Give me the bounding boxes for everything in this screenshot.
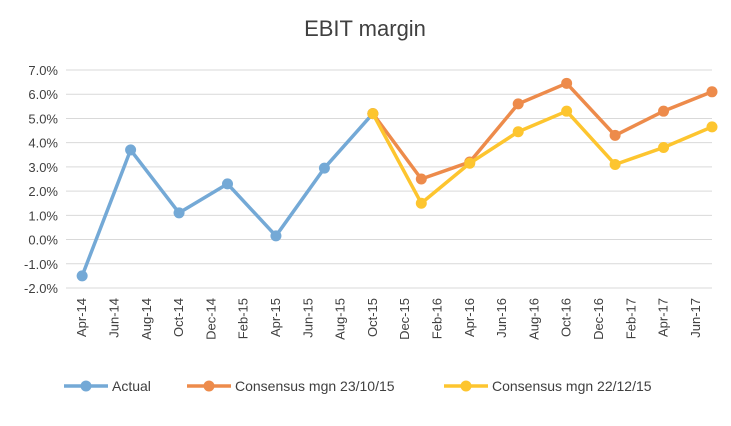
x-tick-label: Oct-14 xyxy=(171,298,186,337)
x-tick-label: Jun-14 xyxy=(106,298,121,338)
data-point xyxy=(561,77,573,89)
y-tick-label: 6.0% xyxy=(28,87,58,102)
data-point xyxy=(512,126,524,138)
x-tick-label: Oct-16 xyxy=(559,298,574,337)
y-tick-label: -1.0% xyxy=(24,257,58,272)
x-tick-label: Oct-15 xyxy=(365,298,380,337)
y-axis-ticks: 7.0% 6.0% 5.0% 4.0% 3.0% 2.0% 1.0% 0.0% -1.0% -2.… xyxy=(24,63,58,296)
x-tick-label: Apr-16 xyxy=(462,298,477,337)
legend-swatch-marker xyxy=(203,380,215,392)
y-tick-label: 2.0% xyxy=(28,184,58,199)
x-tick-label: Aug-15 xyxy=(333,298,348,340)
x-tick-label: Jun-17 xyxy=(688,298,703,338)
legend-label: Consensus mgn 23/10/15 xyxy=(235,378,395,394)
series-3 xyxy=(367,105,718,209)
x-tick-label: Jun-15 xyxy=(300,298,315,338)
x-tick-label: Dec-15 xyxy=(397,298,412,340)
data-point xyxy=(367,108,379,120)
y-tick-label: 1.0% xyxy=(28,208,58,223)
x-tick-label: Feb-16 xyxy=(429,298,444,339)
series-line xyxy=(371,81,714,181)
legend-item: Actual xyxy=(64,378,151,394)
chart-title: EBIT margin xyxy=(304,16,426,41)
legend-label: Consensus mgn 22/12/15 xyxy=(492,378,652,394)
x-tick-label: Feb-17 xyxy=(623,298,638,339)
data-point xyxy=(512,98,524,110)
data-point xyxy=(415,173,427,185)
x-tick-label: Aug-16 xyxy=(526,298,541,340)
data-point xyxy=(173,207,185,219)
data-point xyxy=(706,86,718,98)
data-point xyxy=(561,105,573,117)
y-tick-label: 3.0% xyxy=(28,160,58,175)
x-tick-label: Dec-14 xyxy=(203,298,218,340)
y-tick-label: 5.0% xyxy=(28,111,58,126)
data-point xyxy=(464,157,476,169)
x-tick-label: Apr-14 xyxy=(74,298,89,337)
x-tick-label: Dec-16 xyxy=(591,298,606,340)
y-tick-label: 7.0% xyxy=(28,63,58,78)
x-tick-label: Apr-17 xyxy=(656,298,671,337)
x-tick-label: Aug-14 xyxy=(139,298,154,340)
data-point xyxy=(415,197,427,209)
data-point xyxy=(318,162,330,174)
data-point xyxy=(125,144,137,156)
data-point xyxy=(76,270,88,282)
grid-lines xyxy=(66,69,712,289)
x-tick-label: Jun-16 xyxy=(494,298,509,338)
data-point xyxy=(706,121,718,133)
data-point xyxy=(609,158,621,170)
legend-item: Consensus mgn 22/12/15 xyxy=(444,378,652,394)
y-tick-label: -2.0% xyxy=(24,281,58,296)
data-point xyxy=(658,105,670,117)
legend-swatch-marker xyxy=(460,380,472,392)
series-layer xyxy=(76,77,718,282)
series-line xyxy=(371,109,714,205)
y-tick-label: 0.0% xyxy=(28,233,58,248)
data-point xyxy=(270,230,282,242)
x-tick-label: Feb-15 xyxy=(236,298,251,339)
data-point xyxy=(658,142,670,154)
series-1 xyxy=(76,108,379,282)
legend-swatch-marker xyxy=(80,380,92,392)
x-axis-ticks: Apr-14 Jun-14 Aug-14 Oct-14 Dec-14 Feb-15 Apr-… xyxy=(74,298,703,340)
legend-label: Actual xyxy=(112,378,151,394)
series-line xyxy=(80,111,375,278)
data-point xyxy=(609,129,621,141)
data-point xyxy=(222,178,233,190)
legend: Actual Consensus mgn 23/10/15 Consensus mg… xyxy=(64,378,652,394)
legend-item: Consensus mgn 23/10/15 xyxy=(187,378,395,394)
x-tick-label: Apr-15 xyxy=(268,298,283,337)
y-tick-label: 4.0% xyxy=(28,136,58,151)
